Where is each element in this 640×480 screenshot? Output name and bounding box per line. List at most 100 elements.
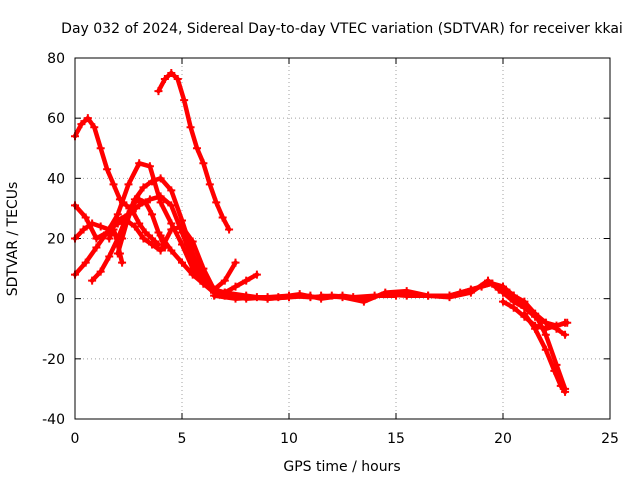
data-point bbox=[135, 195, 144, 204]
data-point bbox=[231, 294, 240, 303]
data-point bbox=[139, 183, 148, 192]
data-point bbox=[205, 180, 214, 189]
data-point bbox=[145, 195, 154, 204]
data-point bbox=[499, 288, 507, 297]
data-point bbox=[113, 219, 122, 228]
x-tick-label: 5 bbox=[178, 431, 187, 447]
data-point bbox=[199, 264, 208, 273]
data-point bbox=[556, 381, 565, 390]
data-point bbox=[88, 276, 97, 285]
plot-frame bbox=[74, 57, 611, 420]
data-point bbox=[499, 297, 507, 306]
data-point bbox=[561, 330, 570, 339]
data-point bbox=[192, 144, 201, 153]
data-point bbox=[477, 282, 486, 291]
data-point bbox=[141, 228, 150, 237]
data-point bbox=[135, 219, 144, 228]
data-point bbox=[167, 186, 176, 195]
data-point bbox=[105, 234, 114, 243]
data-point bbox=[402, 287, 411, 296]
data-point bbox=[218, 213, 227, 222]
y-tick-label: 20 bbox=[47, 232, 65, 248]
data-point bbox=[199, 159, 208, 168]
data-point bbox=[113, 240, 122, 249]
data-point bbox=[424, 291, 433, 300]
data-point bbox=[109, 225, 118, 234]
data-point bbox=[295, 290, 304, 299]
data-point bbox=[466, 285, 475, 294]
x-axis-label: GPS time / hours bbox=[283, 459, 400, 475]
data-point bbox=[92, 234, 101, 243]
data-point bbox=[79, 225, 88, 234]
data-point bbox=[103, 165, 112, 174]
data-point bbox=[541, 324, 550, 333]
series-arc-1 bbox=[72, 115, 161, 247]
data-point bbox=[180, 96, 189, 105]
data-point bbox=[115, 249, 124, 258]
data-point bbox=[199, 279, 208, 288]
data-point bbox=[81, 258, 90, 267]
data-point bbox=[212, 198, 221, 207]
data-point bbox=[338, 293, 347, 302]
y-tick-label: 40 bbox=[47, 171, 65, 187]
data-point bbox=[561, 387, 570, 396]
data-point bbox=[178, 222, 186, 231]
data-point bbox=[130, 222, 139, 231]
data-point bbox=[148, 210, 157, 219]
x-tick-label: 10 bbox=[280, 431, 298, 447]
data-point bbox=[111, 231, 120, 240]
data-point bbox=[81, 213, 90, 222]
data-point bbox=[156, 246, 165, 255]
y-tick-label: -20 bbox=[42, 352, 65, 368]
series-arc-5 bbox=[72, 218, 238, 292]
data-point bbox=[122, 201, 131, 210]
data-point bbox=[105, 252, 114, 261]
data-point bbox=[156, 192, 165, 201]
data-point bbox=[252, 270, 261, 279]
data-point bbox=[156, 174, 165, 183]
data-point bbox=[88, 219, 97, 228]
data-point bbox=[126, 207, 135, 216]
data-point bbox=[145, 162, 154, 171]
x-tick-label: 15 bbox=[387, 431, 405, 447]
data-point bbox=[231, 282, 240, 291]
data-point bbox=[139, 234, 148, 243]
x-tick-label: 25 bbox=[601, 431, 619, 447]
data-point bbox=[381, 288, 390, 297]
y-tick-labels: -40 -20 0 20 40 60 80 bbox=[42, 51, 65, 428]
data-point bbox=[456, 288, 465, 297]
data-point bbox=[167, 69, 176, 78]
data-point bbox=[552, 321, 561, 330]
data-point bbox=[561, 318, 570, 327]
data-point bbox=[274, 293, 283, 302]
data-point bbox=[109, 180, 118, 189]
data-point bbox=[141, 198, 150, 207]
data-point bbox=[220, 276, 229, 285]
y-tick-label: -40 bbox=[42, 412, 65, 428]
data-point bbox=[541, 345, 550, 354]
data-point bbox=[96, 144, 105, 153]
data-point bbox=[186, 123, 195, 132]
data-point bbox=[225, 225, 234, 234]
data-point bbox=[188, 270, 197, 279]
data-point bbox=[173, 75, 182, 84]
data-point bbox=[520, 312, 529, 321]
data-point bbox=[96, 267, 105, 276]
data-point bbox=[148, 177, 157, 186]
data-point bbox=[167, 225, 176, 234]
data-point bbox=[130, 198, 139, 207]
data-point bbox=[242, 276, 251, 285]
chart-title: Day 032 of 2024, Sidereal Day-to-day VTE… bbox=[61, 21, 623, 37]
data-point bbox=[122, 219, 131, 228]
data-point bbox=[167, 246, 176, 255]
y-tick-label: 0 bbox=[56, 292, 65, 308]
data-point bbox=[96, 222, 105, 231]
x-tick-label: 20 bbox=[494, 431, 512, 447]
data-point bbox=[359, 297, 368, 306]
y-axis-label: SDTVAR / TECUs bbox=[5, 182, 21, 297]
series-arc-6 bbox=[115, 197, 168, 256]
y-tick-label: 80 bbox=[47, 51, 65, 67]
data-point bbox=[210, 291, 219, 300]
x-tick-label: 0 bbox=[71, 431, 80, 447]
